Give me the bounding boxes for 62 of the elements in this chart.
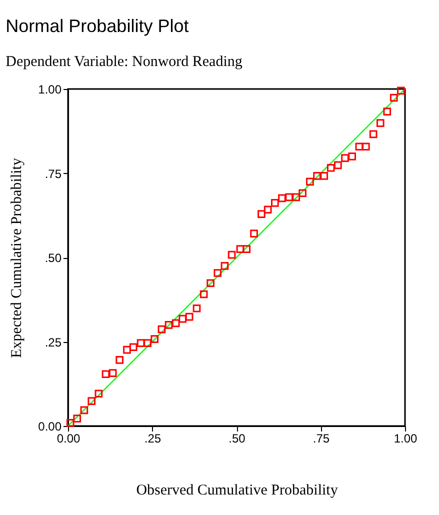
point	[264, 206, 272, 214]
x-tick-label: .75	[312, 432, 330, 446]
point	[313, 172, 321, 180]
point	[108, 369, 117, 378]
point	[178, 314, 186, 323]
chart-subtitle: Dependent Variable: Nonword Reading	[6, 54, 243, 70]
x-tick-label: .50	[228, 432, 246, 446]
point	[341, 154, 349, 162]
point	[88, 397, 96, 405]
y-tick-label: .75	[44, 166, 62, 181]
point	[228, 250, 236, 259]
point	[136, 339, 145, 348]
point	[306, 178, 314, 186]
point	[144, 339, 152, 348]
point	[355, 142, 364, 151]
point	[116, 356, 124, 364]
point	[390, 94, 398, 102]
point	[258, 210, 266, 218]
point	[220, 262, 229, 270]
chart-title: Normal Probability Plot	[6, 16, 189, 36]
point	[397, 86, 405, 95]
x-axis-title: Observed Cumulative Probability	[136, 482, 338, 498]
point	[185, 312, 194, 321]
point	[129, 343, 138, 352]
y-tick-label: 0.00	[38, 420, 62, 434]
point	[102, 370, 110, 378]
point	[172, 319, 180, 328]
point	[66, 419, 74, 427]
point	[334, 161, 342, 170]
point	[383, 108, 392, 116]
y-axis-title: Expected Cumulative Probability	[9, 158, 26, 358]
point	[150, 335, 159, 343]
point	[320, 172, 328, 180]
point	[236, 245, 244, 253]
point	[164, 320, 173, 329]
point	[326, 164, 335, 172]
y-tick-label: .50	[44, 251, 62, 265]
point	[192, 304, 201, 312]
x-tick-label: 0.00	[56, 432, 80, 446]
point	[250, 230, 258, 238]
y-tick-label: 1.00	[38, 82, 62, 96]
point	[200, 290, 208, 298]
point	[80, 406, 88, 414]
point	[285, 193, 293, 202]
point	[376, 119, 384, 127]
point	[369, 130, 378, 138]
point	[298, 189, 306, 198]
point	[278, 194, 286, 202]
point	[123, 346, 131, 354]
point	[292, 193, 300, 202]
x-tick-label: .25	[144, 432, 162, 446]
point	[214, 269, 222, 277]
point	[271, 198, 279, 207]
point	[158, 325, 166, 334]
point	[206, 279, 214, 288]
point	[362, 142, 370, 151]
point	[73, 414, 82, 422]
point	[348, 152, 356, 160]
y-tick-label: .25	[44, 335, 62, 350]
point	[94, 390, 103, 398]
x-tick-label: 1.00	[394, 432, 418, 446]
point	[242, 245, 251, 253]
